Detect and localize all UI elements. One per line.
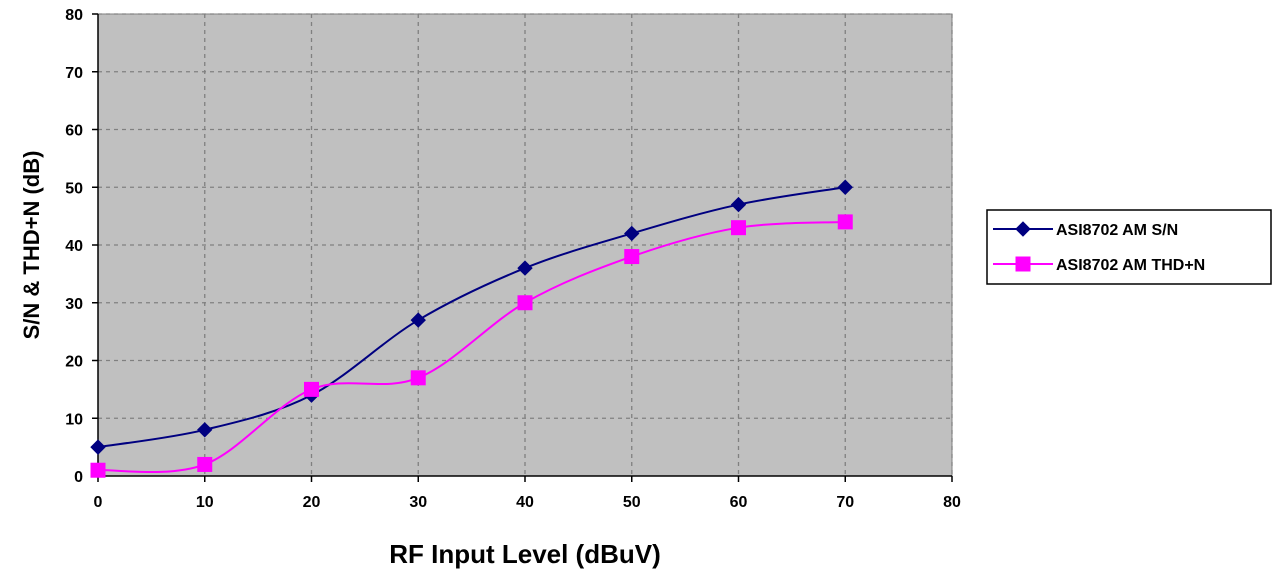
data-point-marker (410, 312, 426, 328)
series-2 (90, 214, 853, 478)
data-point-marker (624, 225, 640, 242)
legend-box (986, 209, 1272, 285)
series-line (97, 220, 846, 474)
data-point-marker (624, 249, 640, 265)
data-point-marker (90, 439, 106, 455)
y-tick-label: 0 (74, 469, 83, 486)
y-axis-title: S/N & THD+N (dB) (19, 151, 44, 340)
data-point-marker (197, 422, 213, 438)
y-tick-label: 30 (65, 296, 83, 313)
data-point-marker (731, 220, 746, 236)
x-axis-title: RF Input Level (dBuV) (389, 539, 661, 569)
series-1 (90, 179, 853, 455)
data-point-marker (837, 179, 853, 195)
x-tick-label: 60 (730, 494, 748, 511)
x-tick-label: 40 (516, 494, 534, 511)
legend-marker (1015, 256, 1031, 272)
x-tick-label: 50 (623, 494, 641, 511)
y-tick-label: 40 (65, 238, 83, 255)
legend: ASI8702 AM S/N ASI8702 AM THD+N (986, 209, 1272, 285)
legend-item: ASI8702 AM THD+N (993, 256, 1205, 274)
y-tick-label: 50 (65, 180, 83, 197)
x-tick-label: 20 (303, 494, 321, 511)
data-point-marker (197, 456, 213, 472)
data-point-marker (517, 260, 533, 276)
legend-item: ASI8702 AM S/N (993, 221, 1178, 239)
y-tick-label: 60 (65, 123, 83, 140)
x-tick-label: 0 (94, 494, 103, 511)
x-tick-label: 30 (409, 494, 427, 511)
legend-label: ASI8702 AM S/N (1056, 222, 1178, 239)
data-point-marker (90, 462, 106, 478)
data-point-marker (730, 196, 747, 213)
data-point-marker (304, 381, 319, 397)
y-tick-label: 20 (65, 354, 83, 371)
series-layer (90, 179, 853, 478)
y-tick-label: 80 (65, 7, 83, 24)
data-point-marker (410, 370, 426, 386)
data-point-marker (517, 295, 533, 311)
x-tick-label: 70 (836, 494, 854, 511)
series-line (97, 186, 846, 449)
legend-label: ASI8702 AM THD+N (1056, 257, 1205, 274)
x-tick-label: 80 (943, 494, 961, 511)
tick-labels: 0 10 20 30 40 50 60 70 80 0 10 20 30 40 50 60 70 80 (65, 7, 961, 511)
x-tick-label: 10 (196, 494, 214, 511)
y-tick-label: 10 (65, 411, 83, 428)
data-point-marker (837, 214, 853, 230)
y-tick-label: 70 (65, 65, 83, 82)
legend-marker (1015, 221, 1031, 237)
